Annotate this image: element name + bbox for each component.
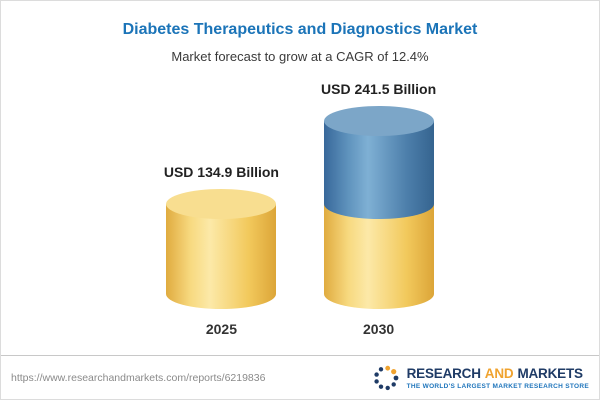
cylinder-segment-base <box>323 204 434 309</box>
cylinder-top-ellipse-blue <box>323 106 434 136</box>
cylinder-top-ellipse-yellow <box>166 189 277 219</box>
bar-chart: USD 134.9 Billion 2025 USD 241.5 Billion <box>1 81 599 337</box>
logo-wordmark: RESEARCH AND MARKETS <box>407 366 589 381</box>
footer: https://www.researchandmarkets.com/repor… <box>1 355 599 399</box>
category-label-2025: 2025 <box>205 321 237 337</box>
logo-mark-icon <box>374 365 399 390</box>
bar-group-2030: USD 241.5 Billion 2030 <box>321 81 436 337</box>
research-and-markets-logo: RESEARCH AND MARKETS THE WORLD'S LARGEST… <box>371 363 589 393</box>
logo-word-research: RESEARCH <box>406 365 481 381</box>
chart-subtitle: Market forecast to grow at a CAGR of 12.… <box>171 49 429 64</box>
value-label-2025: USD 134.9 Billion <box>163 164 279 180</box>
report-url-link[interactable]: https://www.researchandmarkets.com/repor… <box>11 371 266 384</box>
cylinder-2025 <box>166 189 277 309</box>
logo-tagline: THE WORLD'S LARGEST MARKET RESEARCH STOR… <box>406 382 589 390</box>
logo-word-and: AND <box>484 365 514 381</box>
chart-title: Diabetes Therapeutics and Diagnostics Ma… <box>122 21 478 38</box>
category-label-2030: 2030 <box>363 321 395 337</box>
bar-group-2025: USD 134.9 Billion 2025 <box>164 164 279 337</box>
cylinder-segment-growth <box>323 106 434 219</box>
value-label-2030: USD 241.5 Billion <box>321 81 437 97</box>
cylinder-2030 <box>323 106 434 309</box>
cylinder-segment-base <box>166 189 277 309</box>
logo-word-markets: MARKETS <box>517 365 583 381</box>
logo-text-block: RESEARCH AND MARKETS THE WORLD'S LARGEST… <box>407 366 589 390</box>
